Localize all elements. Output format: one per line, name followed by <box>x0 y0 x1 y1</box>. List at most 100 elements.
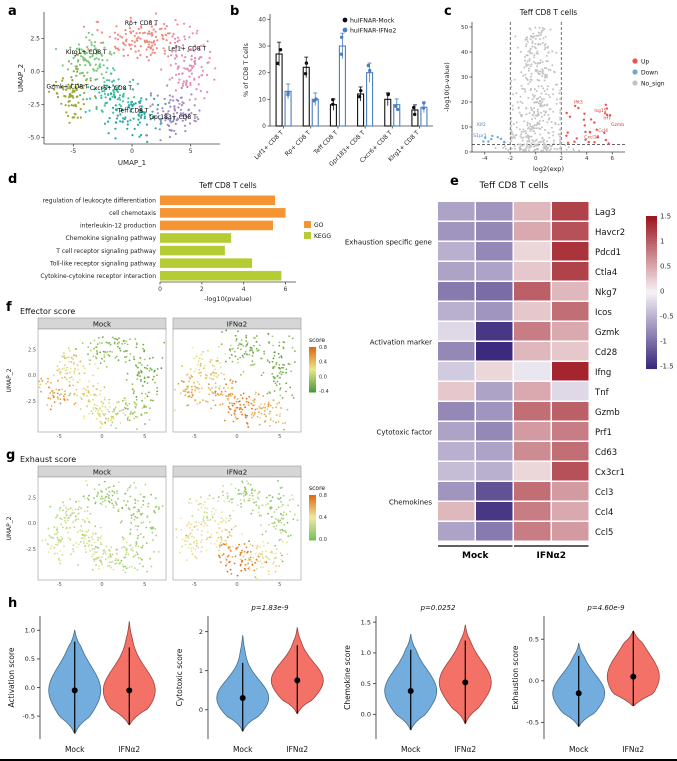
svg-text:IFNα2: IFNα2 <box>454 745 476 754</box>
svg-text:-5: -5 <box>192 434 197 440</box>
svg-text:Mock: Mock <box>93 468 112 476</box>
svg-text:Cd63: Cd63 <box>595 448 617 458</box>
svg-text:Up: Up <box>641 59 649 66</box>
svg-text:0.5: 0.5 <box>361 680 371 688</box>
svg-text:-5: -5 <box>70 148 76 155</box>
svg-text:Cd28: Cd28 <box>595 348 617 358</box>
svg-text:40: 40 <box>461 50 468 56</box>
svg-text:0: 0 <box>130 148 134 155</box>
svg-text:huIFNAR-IFNα2: huIFNAR-IFNα2 <box>350 27 396 34</box>
svg-text:UMAP_1: UMAP_1 <box>118 159 146 167</box>
violin-exhaustion-score: 0.5 0.0 -0.5 Exhaustion score p=4.60e-9 Mock I… <box>511 604 660 754</box>
svg-text:Nkg7: Nkg7 <box>595 288 617 298</box>
panel-label-c: c <box>444 4 452 19</box>
svg-text:p=1.83e-9: p=1.83e-9 <box>250 604 289 612</box>
svg-text:0.4: 0.4 <box>319 515 327 521</box>
svg-text:30: 30 <box>461 75 468 81</box>
svg-text:UMAP_2: UMAP_2 <box>6 516 13 540</box>
exhaust-score-feature-plot: Exhaust score UMAP_2 Mock -5 0 5 2.5 0.0 -2.5 IFN… <box>6 455 327 588</box>
svg-text:2.5: 2.5 <box>28 495 36 501</box>
svg-text:IFNα2: IFNα2 <box>622 745 644 754</box>
svg-text:-2.5: -2.5 <box>26 399 36 405</box>
svg-text:5: 5 <box>143 434 146 440</box>
svg-text:Teff CD8 T: Teff CD8 T <box>312 129 340 157</box>
svg-text:0.5: 0.5 <box>25 655 35 663</box>
svg-text:Mock: Mock <box>462 551 489 561</box>
violin-chemokine-score: 1.5 1.0 0.5 0.0 Chemokine score p=0.0252 Mock I… <box>343 604 492 754</box>
svg-text:2: 2 <box>200 286 204 293</box>
svg-text:p=4.60e-9: p=4.60e-9 <box>586 604 625 612</box>
svg-text:Rp+ CD8 T: Rp+ CD8 T <box>125 20 158 27</box>
panel-label-f: f <box>6 300 12 315</box>
effector-score-feature-plot: Effector score UMAP_2 Mock -5 0 5 2.5 0.0 -2.5 IF… <box>6 307 329 440</box>
svg-text:-0.5: -0.5 <box>22 712 35 720</box>
svg-text:IFNα2: IFNα2 <box>118 745 140 754</box>
svg-text:0: 0 <box>100 582 103 588</box>
svg-text:log2(exp): log2(exp) <box>533 165 564 173</box>
svg-text:Ifng: Ifng <box>595 368 611 378</box>
svg-text:Exhaust score: Exhaust score <box>20 455 76 464</box>
svg-text:0.0: 0.0 <box>319 537 327 543</box>
svg-text:huIFNAR-Mock: huIFNAR-Mock <box>350 17 395 24</box>
svg-text:1: 1 <box>660 238 664 246</box>
svg-text:-0.5: -0.5 <box>526 719 539 727</box>
svg-text:0: 0 <box>465 150 469 156</box>
svg-text:Cxcr6+ CD8 T: Cxcr6+ CD8 T <box>90 85 133 92</box>
svg-text:Havcr2: Havcr2 <box>595 228 625 238</box>
svg-text:Lef1+ CD8 T: Lef1+ CD8 T <box>168 45 206 52</box>
svg-text:Gzmk: Gzmk <box>595 328 619 338</box>
panel-label-g: g <box>6 448 16 463</box>
svg-text:Icos: Icos <box>595 308 612 318</box>
svg-text:50: 50 <box>461 25 468 31</box>
panel-label-e: e <box>450 174 459 189</box>
svg-text:5: 5 <box>278 434 281 440</box>
umap-cluster-plot: 2.5 0.0 -2.5 -5.0 -5 0 5 UMAP_1 UMAP_2 Rp+ CD8 T L… <box>17 12 220 167</box>
svg-text:-log10(pvalue): -log10(pvalue) <box>204 295 251 303</box>
svg-text:Exhaustion specific gene: Exhaustion specific gene <box>345 239 432 247</box>
svg-text:regulation of leukocyte differ: regulation of leukocyte differentiation <box>43 197 156 204</box>
svg-text:score: score <box>309 337 325 344</box>
svg-text:4: 4 <box>585 156 589 162</box>
svg-text:2.5: 2.5 <box>28 347 36 353</box>
svg-text:0.0: 0.0 <box>319 374 327 380</box>
svg-text:1: 1 <box>199 667 203 675</box>
svg-text:Chemokines: Chemokines <box>389 499 432 507</box>
svg-text:2: 2 <box>560 156 564 162</box>
svg-text:interleukin-12 production: interleukin-12 production <box>80 223 156 230</box>
svg-text:0.8: 0.8 <box>319 493 327 499</box>
svg-text:Mock: Mock <box>93 320 112 328</box>
svg-text:-0.4: -0.4 <box>319 389 329 395</box>
svg-text:GO: GO <box>314 222 324 229</box>
svg-text:-log10(p-value): -log10(p-value) <box>443 62 451 112</box>
panel-label-d: d <box>8 172 18 187</box>
svg-text:-2.5: -2.5 <box>28 101 40 108</box>
svg-text:Tnf: Tnf <box>594 388 610 398</box>
svg-text:Prf1: Prf1 <box>595 428 612 438</box>
svg-text:5: 5 <box>189 148 193 155</box>
svg-text:Cytotoxic score: Cytotoxic score <box>175 648 184 706</box>
svg-text:UMAP_2: UMAP_2 <box>17 64 25 92</box>
svg-text:Irf7: Irf7 <box>603 116 611 122</box>
svg-text:0: 0 <box>199 706 203 714</box>
svg-text:Gzmb: Gzmb <box>595 408 620 418</box>
svg-text:IFNα2: IFNα2 <box>286 745 308 754</box>
svg-text:Teff CD8 T cells: Teff CD8 T cells <box>198 181 257 190</box>
svg-text:0: 0 <box>158 286 162 293</box>
violin-panel-row: 1.0 0.5 0.0 -0.5 Activation score Mock IFNα2 2… <box>4 600 674 758</box>
svg-text:-0.5: -0.5 <box>660 313 674 321</box>
svg-text:Cx3cr1: Cx3cr1 <box>595 468 625 478</box>
svg-text:0: 0 <box>100 434 103 440</box>
svg-text:Gpr183+ CD8 T: Gpr183+ CD8 T <box>149 114 197 121</box>
svg-text:6: 6 <box>611 156 615 162</box>
violin-activation-score: 1.0 0.5 0.0 -0.5 Activation score Mock IFNα2 <box>7 616 156 754</box>
svg-text:0.0: 0.0 <box>28 373 36 379</box>
svg-text:Mock: Mock <box>233 745 253 754</box>
svg-text:UMAP_2: UMAP_2 <box>6 368 13 392</box>
svg-text:2: 2 <box>199 628 203 636</box>
svg-text:score: score <box>309 485 325 492</box>
volcano-plot: Teff CD8 T cells 0 10 20 30 40 50 -4 -2 0 2 4 6 log2(… <box>443 8 665 173</box>
svg-text:-5.0: -5.0 <box>28 134 40 141</box>
svg-text:cell chemotaxis: cell chemotaxis <box>109 210 156 217</box>
svg-text:Lef1+ CD8 T: Lef1+ CD8 T <box>253 129 285 161</box>
